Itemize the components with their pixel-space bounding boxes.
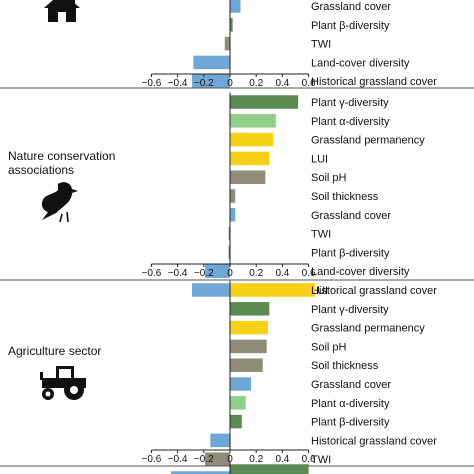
x-tick-label-0-3: 0 — [227, 78, 233, 89]
x-tick-label-1-1: −0.4 — [168, 268, 188, 279]
bar-1-3 — [230, 151, 270, 166]
category-label-1-1: Plant α-diversity — [311, 116, 390, 128]
category-label-2-0: LUI — [311, 285, 328, 297]
category-label-0-0: Grassland cover — [311, 1, 391, 13]
x-tick-label-2-6: 0.6 — [302, 454, 316, 465]
bird-icon — [41, 182, 78, 223]
category-label-0-4: Historical grassland cover — [311, 76, 437, 88]
x-tick-label-2-4: 0.2 — [249, 454, 263, 465]
x-tick-label-0-2: −0.2 — [194, 78, 214, 89]
bar-1-9 — [205, 264, 230, 278]
category-label-2-9: TWI — [311, 454, 331, 466]
category-label-2-7: Plant β-diversity — [311, 417, 390, 429]
panel-0: Grassland cover Plant β-diversity TWI Land-… — [0, 0, 474, 89]
bar-2-9 — [205, 452, 230, 466]
bar-1-8 — [228, 245, 230, 260]
bar-1-4 — [230, 170, 266, 184]
bar-2-4 — [230, 358, 263, 372]
bar-2-2 — [230, 320, 268, 335]
bar-1-10 — [192, 283, 230, 297]
panel-1: Plant γ-diversity Plant α-diversity Grassl… — [0, 92, 474, 297]
bar-3-0 — [230, 464, 309, 474]
house-icon — [44, 0, 80, 22]
x-tick-label-0-1: −0.4 — [168, 78, 188, 89]
x-tick-label-2-5: 0.4 — [275, 454, 289, 465]
x-tick-label-1-4: 0.2 — [249, 268, 263, 279]
category-label-2-2: Grassland permanency — [311, 323, 425, 335]
stakeholder-label-agriculture: Agriculture sector — [8, 344, 101, 358]
category-label-1-0: Plant γ-diversity — [311, 97, 389, 109]
bar-0-4 — [192, 74, 230, 88]
panel-3 — [229, 461, 309, 474]
category-label-1-9: Land-cover diversity — [311, 266, 410, 278]
category-label-0-3: Land-cover diversity — [311, 57, 410, 69]
x-tick-label-1-2: −0.2 — [194, 268, 214, 279]
bar-0-2 — [224, 36, 230, 51]
bar-1-0 — [230, 95, 299, 109]
stakeholder-label-nature: Nature conservation associations — [8, 149, 115, 177]
x-tick-label-1-0: −0.6 — [142, 268, 162, 279]
bar-0-1 — [230, 18, 233, 32]
bar-2-5 — [230, 377, 251, 391]
category-label-1-10: Historical grassland cover — [311, 285, 437, 297]
bar-1-2 — [230, 132, 274, 147]
x-tick-label-2-2: −0.2 — [194, 454, 214, 465]
bar-1-5 — [230, 189, 236, 203]
category-label-1-8: Plant β-diversity — [311, 247, 390, 259]
category-label-1-4: Soil pH — [311, 172, 347, 184]
bar-1-7 — [228, 226, 230, 241]
x-tick-label-1-3: 0 — [227, 268, 233, 279]
category-label-1-7: TWI — [311, 229, 331, 241]
x-tick-label-1-6: 0.6 — [302, 268, 316, 279]
category-label-1-2: Grassland permanency — [311, 135, 425, 147]
category-label-2-8: Historical grassland cover — [311, 435, 437, 447]
x-tick-label-0-0: −0.6 — [142, 78, 162, 89]
category-label-2-6: Plant α-diversity — [311, 398, 390, 410]
bar-2-7 — [230, 414, 242, 429]
bar-2-3 — [230, 339, 267, 354]
bar-0-3 — [193, 55, 230, 70]
tractor-icon — [40, 366, 86, 400]
x-tick-label-0-4: 0.2 — [249, 78, 263, 89]
x-tick-label-2-1: −0.4 — [168, 454, 188, 465]
x-tick-label-2-0: −0.6 — [142, 454, 162, 465]
category-label-0-2: TWI — [311, 39, 331, 51]
category-label-2-4: Soil thickness — [311, 360, 379, 372]
x-tick-label-2-3: 0 — [227, 454, 233, 465]
bar-2-6 — [230, 396, 246, 410]
bar-2-1 — [230, 302, 270, 316]
category-label-2-3: Soil pH — [311, 341, 347, 353]
category-label-1-6: Grassland cover — [311, 210, 391, 222]
bar-2-8 — [210, 433, 230, 448]
x-tick-label-0-5: 0.4 — [275, 78, 289, 89]
bar-2-0 — [230, 283, 316, 297]
x-tick-label-0-6: 0.6 — [302, 78, 316, 89]
category-label-1-5: Soil thickness — [311, 191, 379, 203]
x-tick-label-1-5: 0.4 — [275, 268, 289, 279]
panel-2: LUI Plant γ-diversity Grassland permanency… — [0, 280, 474, 474]
bar-2-10 — [171, 471, 230, 474]
bar-1-6 — [230, 208, 236, 222]
category-label-1-3: LUI — [311, 153, 328, 165]
category-label-2-1: Plant γ-diversity — [311, 304, 389, 316]
bar-1-1 — [230, 114, 276, 128]
category-label-0-1: Plant β-diversity — [311, 20, 390, 32]
category-label-2-5: Grassland cover — [311, 379, 391, 391]
bar-0-0 — [230, 0, 241, 13]
